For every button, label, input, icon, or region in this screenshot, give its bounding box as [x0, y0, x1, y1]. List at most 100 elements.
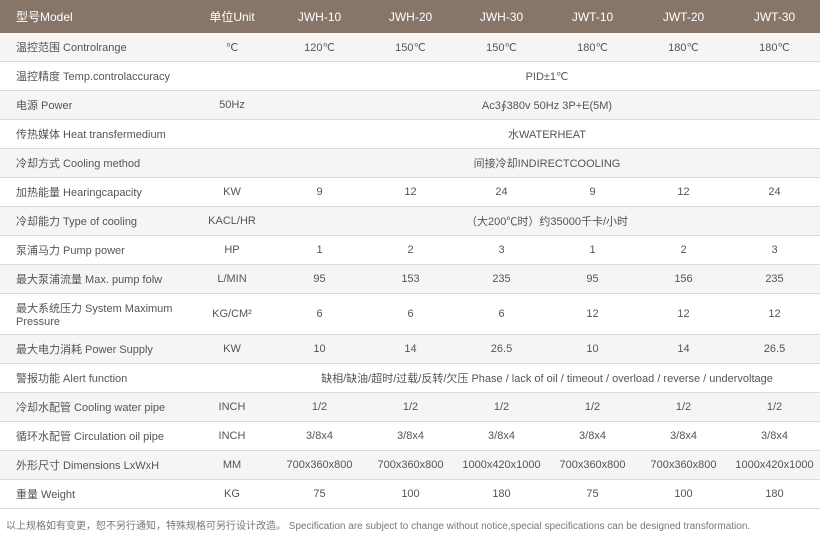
row-label: 外形尺寸 Dimensions LxWxH	[0, 451, 190, 480]
row-cell: 12	[638, 294, 729, 335]
row-cell: 1/2	[456, 393, 547, 422]
row-cell: 10	[274, 335, 365, 364]
row-label: 冷却水配管 Cooling water pipe	[0, 393, 190, 422]
row-cell: 3	[729, 236, 820, 265]
row-cell: 235	[456, 265, 547, 294]
row-cell: 75	[274, 480, 365, 509]
row-cell: 156	[638, 265, 729, 294]
row-unit	[190, 62, 274, 91]
row-unit: KG/CM²	[190, 294, 274, 335]
row-unit: MM	[190, 451, 274, 480]
row-cell: 24	[729, 178, 820, 207]
table-body: 温控范围 Controlrange℃120℃150℃150℃180℃180℃18…	[0, 33, 820, 509]
row-cell: 10	[547, 335, 638, 364]
row-cell: 235	[729, 265, 820, 294]
row-unit: HP	[190, 236, 274, 265]
row-cell: 26.5	[456, 335, 547, 364]
spec-table: 型号Model 单位Unit JWH-10 JWH-20 JWH-30 JWT-…	[0, 0, 820, 509]
row-cell: 3/8x4	[547, 422, 638, 451]
row-label: 传热媒体 Heat transfermedium	[0, 120, 190, 149]
col-jwt30: JWT-30	[729, 0, 820, 33]
row-label: 警报功能 Alert function	[0, 364, 190, 393]
row-label: 冷却方式 Cooling method	[0, 149, 190, 178]
row-cell: 12	[729, 294, 820, 335]
row-label: 最大泵浦流量 Max. pump folw	[0, 265, 190, 294]
row-label: 最大系统压力 System Maximum Pressure	[0, 294, 190, 335]
row-cell: 6	[274, 294, 365, 335]
row-cell: 24	[456, 178, 547, 207]
row-unit: ℃	[190, 33, 274, 62]
row-cell: 120℃	[274, 33, 365, 62]
row-span-value: 间接冷却INDIRECTCOOLING	[274, 149, 820, 178]
row-cell: 6	[456, 294, 547, 335]
row-label: 温控范围 Controlrange	[0, 33, 190, 62]
col-jwh30: JWH-30	[456, 0, 547, 33]
row-cell: 95	[274, 265, 365, 294]
row-unit: L/MIN	[190, 265, 274, 294]
table-row: 加热能量 HearingcapacityKW9122491224	[0, 178, 820, 207]
row-unit	[190, 120, 274, 149]
row-cell: 1/2	[274, 393, 365, 422]
col-model: 型号Model	[0, 0, 190, 33]
table-row: 警报功能 Alert function 缺相/缺油/超时/过载/反转/欠压 Pha…	[0, 364, 820, 393]
row-cell: 180℃	[638, 33, 729, 62]
table-row: 外形尺寸 Dimensions LxWxHMM700x360x800700x36…	[0, 451, 820, 480]
row-cell: 14	[365, 335, 456, 364]
row-span-value: （大200℃时）约35000千卡/小时	[274, 207, 820, 236]
row-cell: 700x360x800	[274, 451, 365, 480]
row-span-value: 水WATERHEAT	[274, 120, 820, 149]
row-cell: 153	[365, 265, 456, 294]
row-cell: 75	[547, 480, 638, 509]
row-cell: 150℃	[365, 33, 456, 62]
col-jwt20: JWT-20	[638, 0, 729, 33]
row-label: 最大电力消耗 Power Supply	[0, 335, 190, 364]
row-cell: 9	[547, 178, 638, 207]
row-unit: INCH	[190, 393, 274, 422]
row-cell: 1/2	[365, 393, 456, 422]
row-unit	[190, 149, 274, 178]
footer-note: 以上规格如有变更，恕不另行通知，特殊规格可另行设计改造。 Specificati…	[0, 509, 820, 544]
row-span-value: PID±1℃	[274, 62, 820, 91]
row-label: 循环水配管 Circulation oil pipe	[0, 422, 190, 451]
row-cell: 100	[365, 480, 456, 509]
row-label: 温控精度 Temp.controlaccuracy	[0, 62, 190, 91]
row-cell: 3/8x4	[638, 422, 729, 451]
row-cell: 1000x420x1000	[729, 451, 820, 480]
table-row: 循环水配管 Circulation oil pipeINCH3/8x43/8x4…	[0, 422, 820, 451]
row-cell: 180	[456, 480, 547, 509]
row-cell: 1/2	[729, 393, 820, 422]
table-row: 最大泵浦流量 Max. pump folwL/MIN95153235951562…	[0, 265, 820, 294]
row-cell: 12	[365, 178, 456, 207]
row-cell: 700x360x800	[365, 451, 456, 480]
row-cell: 180	[729, 480, 820, 509]
row-label: 电源 Power	[0, 91, 190, 120]
row-label: 泵浦马力 Pump power	[0, 236, 190, 265]
table-row: 冷却水配管 Cooling water pipeINCH1/21/21/21/2…	[0, 393, 820, 422]
row-unit: KG	[190, 480, 274, 509]
row-span-value: Ac3∮380v 50Hz 3P+E(5M)	[274, 91, 820, 120]
row-cell: 2	[365, 236, 456, 265]
row-cell: 3/8x4	[365, 422, 456, 451]
row-cell: 26.5	[729, 335, 820, 364]
col-jwh10: JWH-10	[274, 0, 365, 33]
row-cell: 700x360x800	[638, 451, 729, 480]
row-cell: 150℃	[456, 33, 547, 62]
row-unit: INCH	[190, 422, 274, 451]
row-cell: 3/8x4	[729, 422, 820, 451]
row-cell: 95	[547, 265, 638, 294]
table-row: 传热媒体 Heat transfermedium 水WATERHEAT	[0, 120, 820, 149]
row-span-value: 缺相/缺油/超时/过载/反转/欠压 Phase / lack of oil / …	[274, 364, 820, 393]
row-cell: 1/2	[638, 393, 729, 422]
row-label: 加热能量 Hearingcapacity	[0, 178, 190, 207]
row-unit: KACL/HR	[190, 207, 274, 236]
row-cell: 1	[274, 236, 365, 265]
table-row: 最大系统压力 System Maximum PressureKG/CM²6661…	[0, 294, 820, 335]
table-row: 温控精度 Temp.controlaccuracy PID±1℃	[0, 62, 820, 91]
table-row: 最大电力消耗 Power SupplyKW101426.5101426.5	[0, 335, 820, 364]
row-cell: 2	[638, 236, 729, 265]
table-row: 泵浦马力 Pump powerHP123123	[0, 236, 820, 265]
row-cell: 1	[547, 236, 638, 265]
row-cell: 9	[274, 178, 365, 207]
row-cell: 1/2	[547, 393, 638, 422]
row-cell: 3/8x4	[274, 422, 365, 451]
